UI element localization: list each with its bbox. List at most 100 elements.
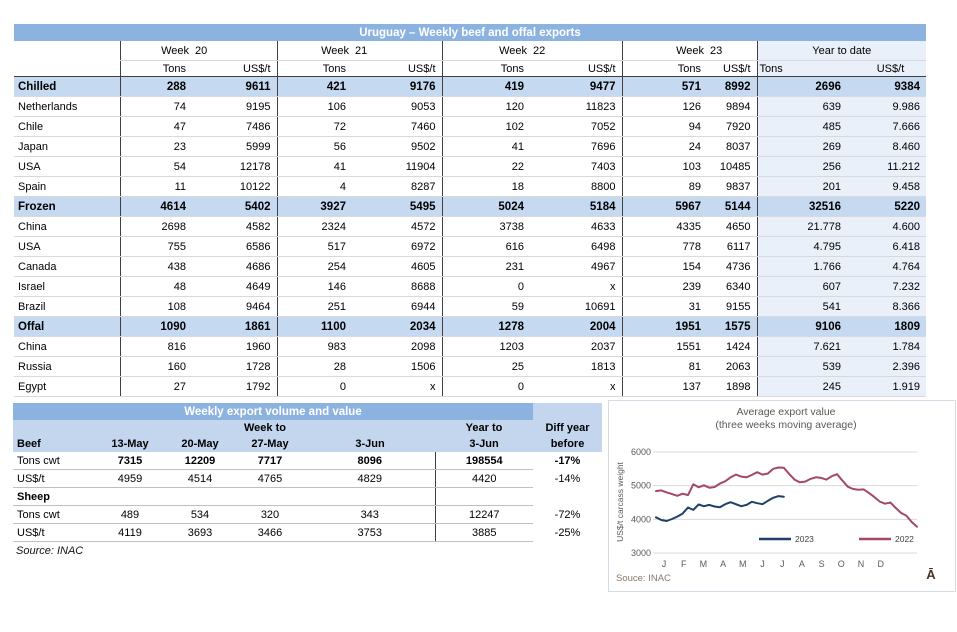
- value-cell: 5967: [621, 196, 707, 217]
- x-tick-label: J: [760, 559, 765, 569]
- value-cell: 4119: [95, 523, 165, 542]
- row-label: USA: [14, 156, 120, 177]
- value-cell: 9155: [707, 296, 757, 317]
- value-cell: 2037: [530, 336, 622, 357]
- table-row: US$/t 4119 3693 3466 3753 3885 -25%: [13, 523, 602, 542]
- table-row: US$/t 4959 4514 4765 4829 4420 -14%: [13, 469, 602, 488]
- chart-canvas: Average export value(three weeks moving …: [615, 406, 936, 584]
- y-tick-label: 3000: [631, 548, 651, 558]
- average-export-value-chart: Average export value (three weeks moving …: [608, 400, 956, 592]
- table-row: Chile 47 7486 72 7460 102 7052 94 7920 485 7.666: [14, 116, 926, 137]
- value-cell: 12247: [434, 505, 533, 524]
- tons-header: Tons: [276, 60, 352, 77]
- value-cell: 201: [756, 176, 855, 197]
- value-cell: [235, 487, 305, 506]
- value-cell: 48: [119, 276, 192, 297]
- value-cell: 7920: [707, 116, 757, 137]
- x-tick-label: O: [838, 559, 845, 569]
- value-cell: 9176: [352, 76, 442, 97]
- table-row: Egypt 27 1792 0 x 0 x 137 1898 245 1.919: [14, 376, 926, 397]
- row-label: China: [14, 336, 120, 357]
- value-cell: 41: [276, 156, 352, 177]
- row-label: US$/t: [13, 469, 95, 488]
- table-row: Japan 23 5999 56 9502 41 7696 24 8037 269 8.460: [14, 136, 926, 157]
- value-cell: 3693: [165, 523, 235, 542]
- value-cell: 607: [756, 276, 855, 297]
- value-cell: 1813: [530, 356, 622, 377]
- value-cell: 5999: [192, 136, 277, 157]
- value-cell: 0: [441, 376, 530, 397]
- value-cell: 160: [119, 356, 192, 377]
- value-cell: 108: [119, 296, 192, 317]
- value-cell: 7403: [530, 156, 622, 177]
- value-cell: 54: [119, 156, 192, 177]
- value-cell: [533, 488, 602, 506]
- value-cell: 89: [621, 176, 707, 197]
- value-cell: 7.232: [855, 276, 926, 297]
- week-number: 23: [707, 41, 757, 61]
- value-cell: 7052: [530, 116, 622, 137]
- value-cell: 4829: [305, 469, 435, 488]
- x-tick-label: A: [720, 559, 726, 569]
- value-cell: 126: [621, 96, 707, 117]
- value-cell: 7315: [95, 452, 165, 470]
- value-cell: 616: [441, 236, 530, 257]
- value-cell: 1.766: [756, 256, 855, 277]
- value-cell: 2.396: [855, 356, 926, 377]
- value-cell: 4572: [352, 216, 442, 237]
- tons-header: Tons: [441, 60, 530, 77]
- value-cell: 102: [441, 116, 530, 137]
- year-to-header: Year to: [435, 420, 533, 436]
- value-cell: 0: [441, 276, 530, 297]
- date-header: 27-May: [235, 436, 305, 452]
- value-cell: 59: [441, 296, 530, 317]
- value-cell: -72%: [554, 508, 581, 521]
- value-cell: 2004: [530, 316, 622, 337]
- value-cell: 5220: [855, 196, 926, 217]
- value-cell: 9053: [352, 96, 442, 117]
- value-cell: 137: [621, 376, 707, 397]
- row-label: Chile: [14, 116, 120, 137]
- value-cell: 2034: [352, 316, 442, 337]
- value-cell: 254: [276, 256, 352, 277]
- value-cell: 1575: [707, 316, 757, 337]
- ytd-label: Year to date: [756, 41, 926, 61]
- value-cell: 7.666: [855, 116, 926, 137]
- value-cell: 4514: [165, 469, 235, 488]
- value-cell: 11904: [352, 156, 442, 177]
- row-label: Brazil: [14, 296, 120, 317]
- value-cell: 74: [119, 96, 192, 117]
- series-line-2023: [655, 495, 785, 522]
- value-cell: 4420: [434, 469, 533, 488]
- weekly-exports-table: Uruguay – Weekly beef and offal exports …: [14, 24, 926, 397]
- before-header: before: [533, 436, 602, 452]
- value-cell: 4649: [192, 276, 277, 297]
- value-cell: 9106: [756, 316, 855, 337]
- value-cell: 421: [276, 76, 352, 97]
- value-cell: 438: [119, 256, 192, 277]
- week-number: 21: [352, 41, 442, 61]
- value-cell: 4686: [192, 256, 277, 277]
- value-cell: 8992: [707, 76, 757, 97]
- table-row: Chilled 288 9611 421 9176 419 9477 571 8992 2696 9…: [14, 76, 926, 97]
- value-cell: 11.212: [855, 156, 926, 177]
- value-cell: 103: [621, 156, 707, 177]
- value-cell: 9837: [707, 176, 757, 197]
- value-cell: 24: [621, 136, 707, 157]
- table2-title: Weekly export volume and value: [13, 403, 533, 420]
- y-axis-title: US$/t carcass weight: [615, 461, 625, 541]
- table-row: Spain 11 10122 4 8287 18 8800 89 9837 201 9.458: [14, 176, 926, 197]
- value-cell: 4614: [119, 196, 192, 217]
- value-cell: 8096: [305, 452, 435, 470]
- series-line-2022: [655, 466, 918, 528]
- diff-year-header: Diff year: [533, 420, 602, 436]
- row-label: Tons cwt: [13, 505, 95, 524]
- row-label: US$/t: [13, 523, 95, 542]
- value-cell: 4736: [707, 256, 757, 277]
- y-tick-label: 6000: [631, 447, 651, 457]
- value-cell: 4335: [621, 216, 707, 237]
- value-cell: 7696: [530, 136, 622, 157]
- row-label: Frozen: [14, 196, 120, 217]
- value-cell: 3466: [235, 523, 305, 542]
- value-cell: 9502: [352, 136, 442, 157]
